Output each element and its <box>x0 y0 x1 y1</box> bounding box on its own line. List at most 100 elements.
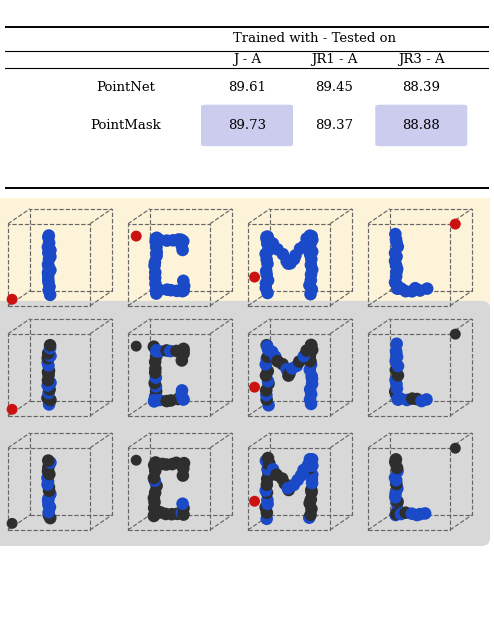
Point <box>150 342 158 352</box>
Point <box>46 502 54 512</box>
Point <box>308 265 316 274</box>
Point <box>392 454 400 464</box>
Point <box>180 344 188 353</box>
Point <box>394 395 402 405</box>
Point <box>307 275 315 285</box>
Point <box>169 235 177 245</box>
Point <box>396 394 404 404</box>
Point <box>408 286 416 296</box>
Point <box>265 400 273 410</box>
Point <box>296 243 304 253</box>
Point <box>264 352 272 362</box>
Point <box>163 285 171 295</box>
Point <box>150 473 158 483</box>
Point <box>452 219 459 229</box>
Point <box>423 284 431 294</box>
Point <box>264 465 272 475</box>
Point <box>46 245 54 255</box>
Point <box>43 473 51 483</box>
Point <box>151 466 159 476</box>
Point <box>152 234 160 243</box>
Point <box>156 285 164 295</box>
Point <box>306 365 314 375</box>
Point <box>46 378 54 387</box>
Point <box>307 340 315 350</box>
Point <box>44 358 52 368</box>
Point <box>180 286 188 295</box>
Point <box>391 493 399 502</box>
Point <box>153 247 161 257</box>
Point <box>153 284 161 294</box>
Point <box>391 387 399 397</box>
Point <box>308 478 316 488</box>
Point <box>263 270 271 280</box>
Point <box>44 274 52 284</box>
Point <box>392 489 400 499</box>
Point <box>278 473 286 483</box>
Point <box>150 397 158 407</box>
Point <box>8 404 16 414</box>
Point <box>308 345 316 355</box>
Point <box>308 235 316 245</box>
Point <box>150 503 158 513</box>
Point <box>308 371 316 381</box>
Point <box>306 384 314 394</box>
Point <box>279 249 287 259</box>
Point <box>307 510 315 520</box>
Point <box>283 365 290 375</box>
Point <box>417 396 425 406</box>
Point <box>393 463 401 473</box>
Point <box>393 483 401 493</box>
Point <box>394 370 402 380</box>
Point <box>308 474 316 484</box>
Point <box>250 382 258 392</box>
Point <box>173 286 181 296</box>
Point <box>43 393 51 403</box>
Point <box>153 242 161 252</box>
Point <box>307 494 315 504</box>
Point <box>306 231 314 240</box>
Point <box>46 252 54 261</box>
Point <box>391 229 399 239</box>
Point <box>44 462 52 472</box>
Point <box>263 259 271 269</box>
Point <box>393 252 401 261</box>
Point <box>295 357 303 366</box>
Text: JR1 - A: JR1 - A <box>311 53 357 66</box>
Point <box>285 371 292 381</box>
Point <box>262 502 270 512</box>
Point <box>152 279 160 289</box>
FancyBboxPatch shape <box>0 301 490 546</box>
Point <box>397 509 405 519</box>
Point <box>300 241 308 251</box>
Point <box>391 277 399 287</box>
Point <box>392 509 400 519</box>
Point <box>153 233 161 243</box>
Point <box>163 460 170 470</box>
Point <box>262 486 270 496</box>
Text: Trained with - Tested on: Trained with - Tested on <box>233 32 396 46</box>
Point <box>393 237 401 247</box>
Point <box>303 345 311 355</box>
Point <box>285 485 292 495</box>
Point <box>263 394 271 404</box>
Point <box>263 495 271 505</box>
Point <box>393 280 401 290</box>
Point <box>179 499 187 509</box>
Point <box>151 392 159 402</box>
Point <box>290 254 298 264</box>
Point <box>45 507 53 517</box>
Point <box>307 389 315 399</box>
Point <box>306 498 314 508</box>
Point <box>45 486 53 496</box>
Point <box>177 235 185 245</box>
Point <box>263 514 271 523</box>
Point <box>46 343 54 353</box>
Point <box>44 232 52 242</box>
Point <box>8 294 16 304</box>
Point <box>263 232 271 242</box>
Point <box>393 267 401 277</box>
Point <box>392 479 400 489</box>
Point <box>262 371 270 381</box>
Point <box>151 476 159 486</box>
